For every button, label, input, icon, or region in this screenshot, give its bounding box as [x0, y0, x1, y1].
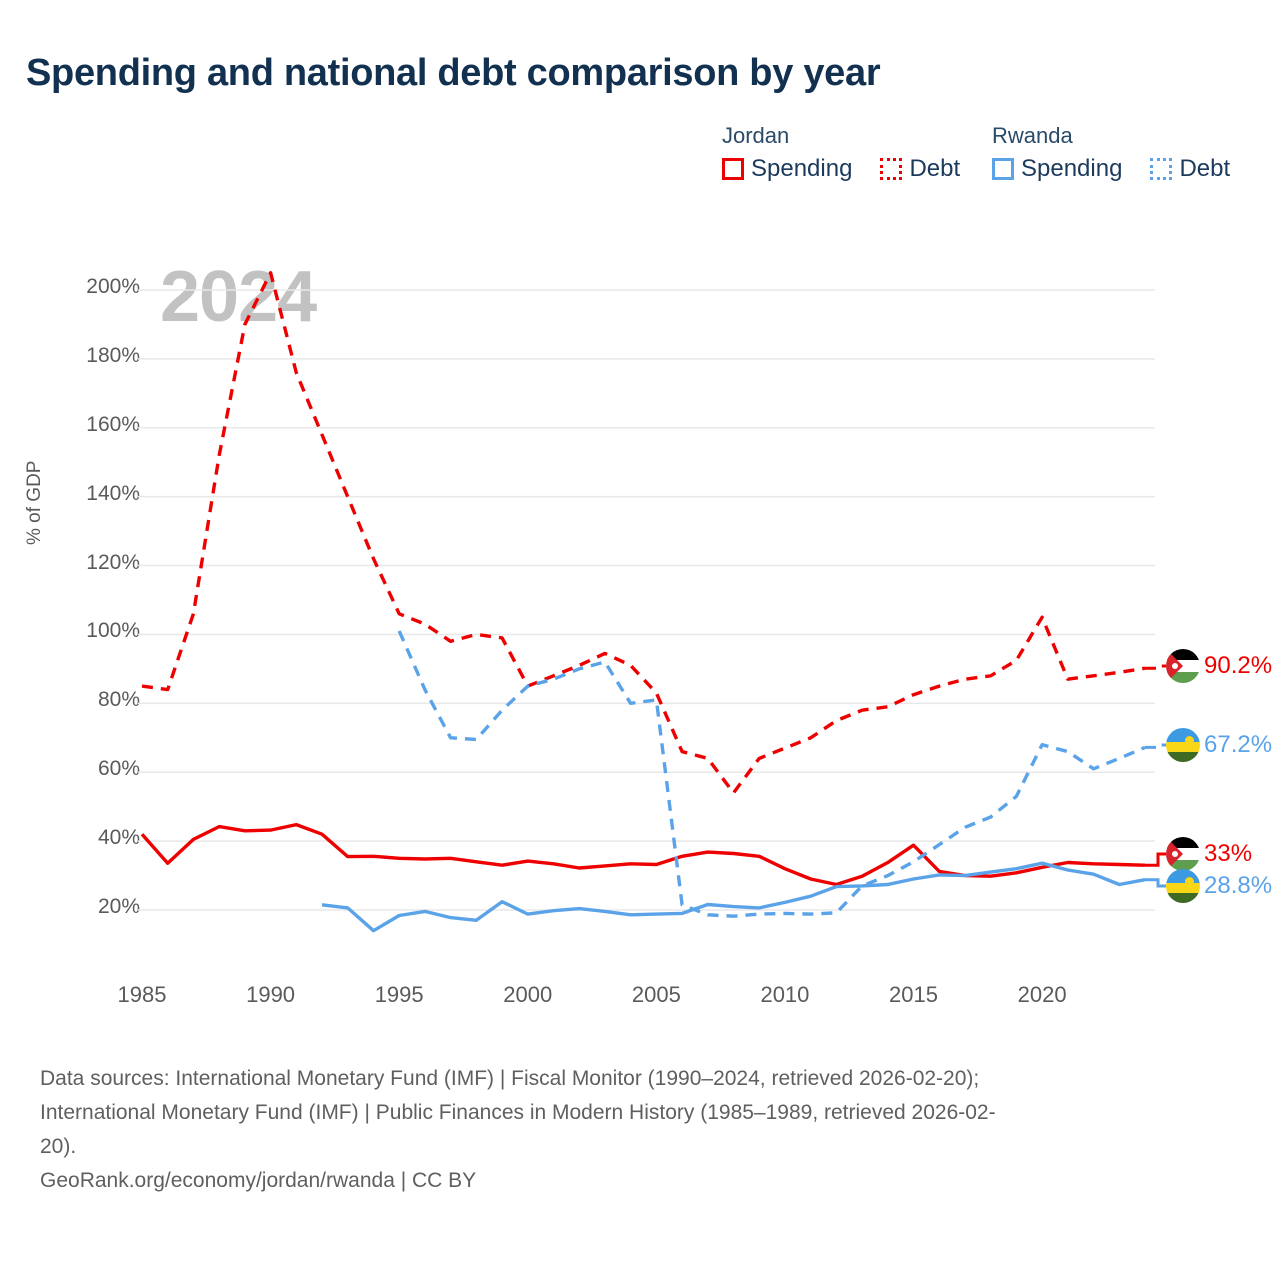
- legend-item-label: Spending: [1021, 155, 1123, 182]
- x-tick-label: 1990: [246, 982, 296, 1007]
- page-title: Spending and national debt comparison by…: [26, 52, 881, 94]
- y-tick-label: 140%: [86, 481, 140, 505]
- y-tick-label: 120%: [86, 550, 140, 574]
- jordan-flag-icon: [1166, 837, 1200, 871]
- x-tick-label: 2010: [760, 982, 810, 1007]
- x-tick-label: 2020: [1017, 982, 1067, 1007]
- series-line-jordan-spending: [140, 822, 1146, 887]
- x-tick-label: 2015: [889, 982, 939, 1007]
- series-line-jordan-debt: [141, 271, 1146, 795]
- rwanda-flag-icon: [1166, 869, 1200, 903]
- legend-group-title: Rwanda: [992, 123, 1073, 148]
- footer-sources: Data sources: International Monetary Fun…: [40, 1062, 1250, 1198]
- legend-swatch-dotted-icon: [1150, 158, 1173, 180]
- x-tick-label: 1995: [374, 982, 424, 1007]
- legend-item-label: Debt: [909, 155, 961, 182]
- end-label-value: 28.8%: [1204, 872, 1273, 899]
- y-tick-label: 180%: [86, 343, 140, 367]
- series-line-rwanda-debt: [397, 630, 1146, 918]
- y-tick-label: 100%: [86, 619, 140, 643]
- end-connector: [1145, 852, 1166, 867]
- end-label-rwanda-debt[interactable]: 67.2%: [1166, 728, 1272, 762]
- end-connector: [1145, 743, 1166, 749]
- legend-item-jordan-debt[interactable]: Debt: [880, 155, 960, 183]
- end-connector: [1145, 878, 1166, 888]
- legend-item-rwanda-spending[interactable]: Spending: [992, 155, 1122, 183]
- x-tick-label: 1985: [117, 982, 167, 1007]
- legend-item-label: Spending: [751, 155, 853, 182]
- legend-item-label: Debt: [1179, 155, 1231, 182]
- legend-group-title: Jordan: [722, 123, 790, 148]
- y-tick-label: 80%: [97, 688, 140, 712]
- end-label-jordan-spending[interactable]: 33%: [1166, 837, 1252, 871]
- rwanda-flag-icon: [1166, 728, 1200, 762]
- end-label-jordan-debt[interactable]: 90.2%: [1166, 649, 1272, 683]
- y-tick-label: 200%: [86, 275, 140, 298]
- series-line-rwanda-spending: [321, 861, 1146, 933]
- legend-group-rwanda: Rwanda Spending Debt: [992, 123, 1262, 183]
- legend-swatch-solid-icon: [992, 158, 1014, 180]
- legend-swatch-solid-icon: [722, 158, 744, 180]
- year-watermark: 2024: [160, 257, 317, 337]
- end-label-value: 33%: [1204, 840, 1253, 867]
- end-label-value: 67.2%: [1204, 731, 1273, 758]
- jordan-flag-icon: [1166, 649, 1200, 683]
- x-tick-label: 2000: [503, 982, 553, 1007]
- end-label-value: 90.2%: [1204, 652, 1273, 679]
- legend-swatch-dotted-icon: [880, 158, 903, 180]
- end-label-rwanda-spending[interactable]: 28.8%: [1166, 869, 1272, 903]
- footer-line-2: International Monetary Fund (IMF) | Publ…: [40, 1101, 996, 1124]
- y-tick-label: 60%: [97, 757, 140, 781]
- y-tick-label: 160%: [86, 412, 140, 436]
- legend-group-jordan: Jordan Spending Debt: [722, 123, 992, 183]
- end-connector: [1145, 664, 1166, 670]
- chart-legend: Jordan Spending Debt Rwanda: [722, 123, 1262, 183]
- legend-item-jordan-spending[interactable]: Spending: [722, 155, 852, 183]
- y-tick-label: 20%: [97, 895, 140, 918]
- y-tick-label: 40%: [97, 826, 140, 850]
- legend-item-rwanda-debt[interactable]: Debt: [1150, 155, 1230, 183]
- x-tick-label: 2005: [631, 982, 681, 1007]
- y-axis-ticks: 20% 40% 60% 80% 100% 120% 140% 160% 180% 200%: [40, 0, 140, 1280]
- footer-line-3: 20).: [40, 1135, 77, 1158]
- footer-line-1: Data sources: International Monetary Fun…: [40, 1067, 980, 1090]
- footer-line-4: GeoRank.org/economy/jordan/rwanda | CC B…: [40, 1169, 477, 1192]
